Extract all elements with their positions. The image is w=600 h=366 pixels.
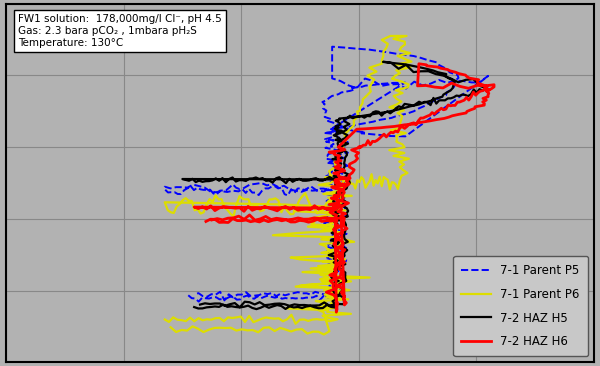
7-1 Parent P5 [338, 90, 345, 95]
Line: 7-2 HAZ H6: 7-2 HAZ H6 [194, 64, 494, 312]
7-1 Parent P5 [292, 296, 299, 301]
7-1 Parent P5 [326, 186, 333, 190]
Line: 7-1 Parent P6: 7-1 Parent P6 [165, 36, 412, 335]
7-2 HAZ H5 [335, 279, 343, 283]
7-1 Parent P6 [387, 34, 394, 38]
Legend: 7-1 Parent P5, 7-1 Parent P6, 7-2 HAZ H5, 7-2 HAZ H6: 7-1 Parent P5, 7-1 Parent P6, 7-2 HAZ H5… [453, 256, 588, 356]
7-2 HAZ H5 [253, 307, 260, 311]
7-2 HAZ H6 [208, 218, 215, 222]
7-1 Parent P5 [325, 206, 332, 210]
7-2 HAZ H5 [380, 60, 387, 64]
7-1 Parent P5 [329, 45, 336, 49]
7-1 Parent P6 [325, 223, 332, 227]
Line: 7-2 HAZ H5: 7-2 HAZ H5 [182, 62, 488, 309]
7-1 Parent P5 [191, 292, 198, 297]
7-1 Parent P6 [327, 173, 334, 178]
7-1 Parent P6 [238, 327, 245, 332]
7-2 HAZ H6 [415, 61, 422, 66]
7-2 HAZ H6 [331, 151, 338, 156]
7-1 Parent P6 [320, 332, 328, 337]
7-1 Parent P5 [326, 283, 334, 287]
7-2 HAZ H5 [378, 113, 385, 118]
7-2 HAZ H5 [196, 302, 203, 307]
7-2 HAZ H6 [326, 210, 334, 214]
7-2 HAZ H5 [384, 109, 391, 114]
7-2 HAZ H5 [477, 84, 484, 89]
7-2 HAZ H6 [339, 258, 346, 262]
7-2 HAZ H6 [340, 220, 347, 224]
Text: FW1 solution:  178,000mg/l Cl⁻, pH 4.5
Gas: 2.3 bara pCO₂ , 1mbara pH₂S
Temperat: FW1 solution: 178,000mg/l Cl⁻, pH 4.5 Ga… [18, 14, 221, 48]
7-1 Parent P6 [356, 180, 363, 184]
7-2 HAZ H6 [334, 156, 341, 161]
7-1 Parent P5 [195, 299, 202, 304]
7-2 HAZ H5 [337, 167, 344, 171]
7-2 HAZ H5 [239, 178, 246, 182]
Line: 7-1 Parent P5: 7-1 Parent P5 [165, 47, 488, 302]
7-1 Parent P6 [167, 325, 174, 329]
7-2 HAZ H6 [362, 143, 369, 147]
7-1 Parent P5 [328, 143, 335, 147]
7-2 HAZ H6 [333, 310, 340, 314]
7-1 Parent P5 [185, 293, 192, 298]
7-1 Parent P6 [161, 317, 169, 322]
7-1 Parent P6 [387, 128, 394, 132]
7-2 HAZ H6 [202, 219, 209, 224]
7-1 Parent P6 [343, 137, 350, 141]
7-2 HAZ H5 [191, 305, 198, 309]
